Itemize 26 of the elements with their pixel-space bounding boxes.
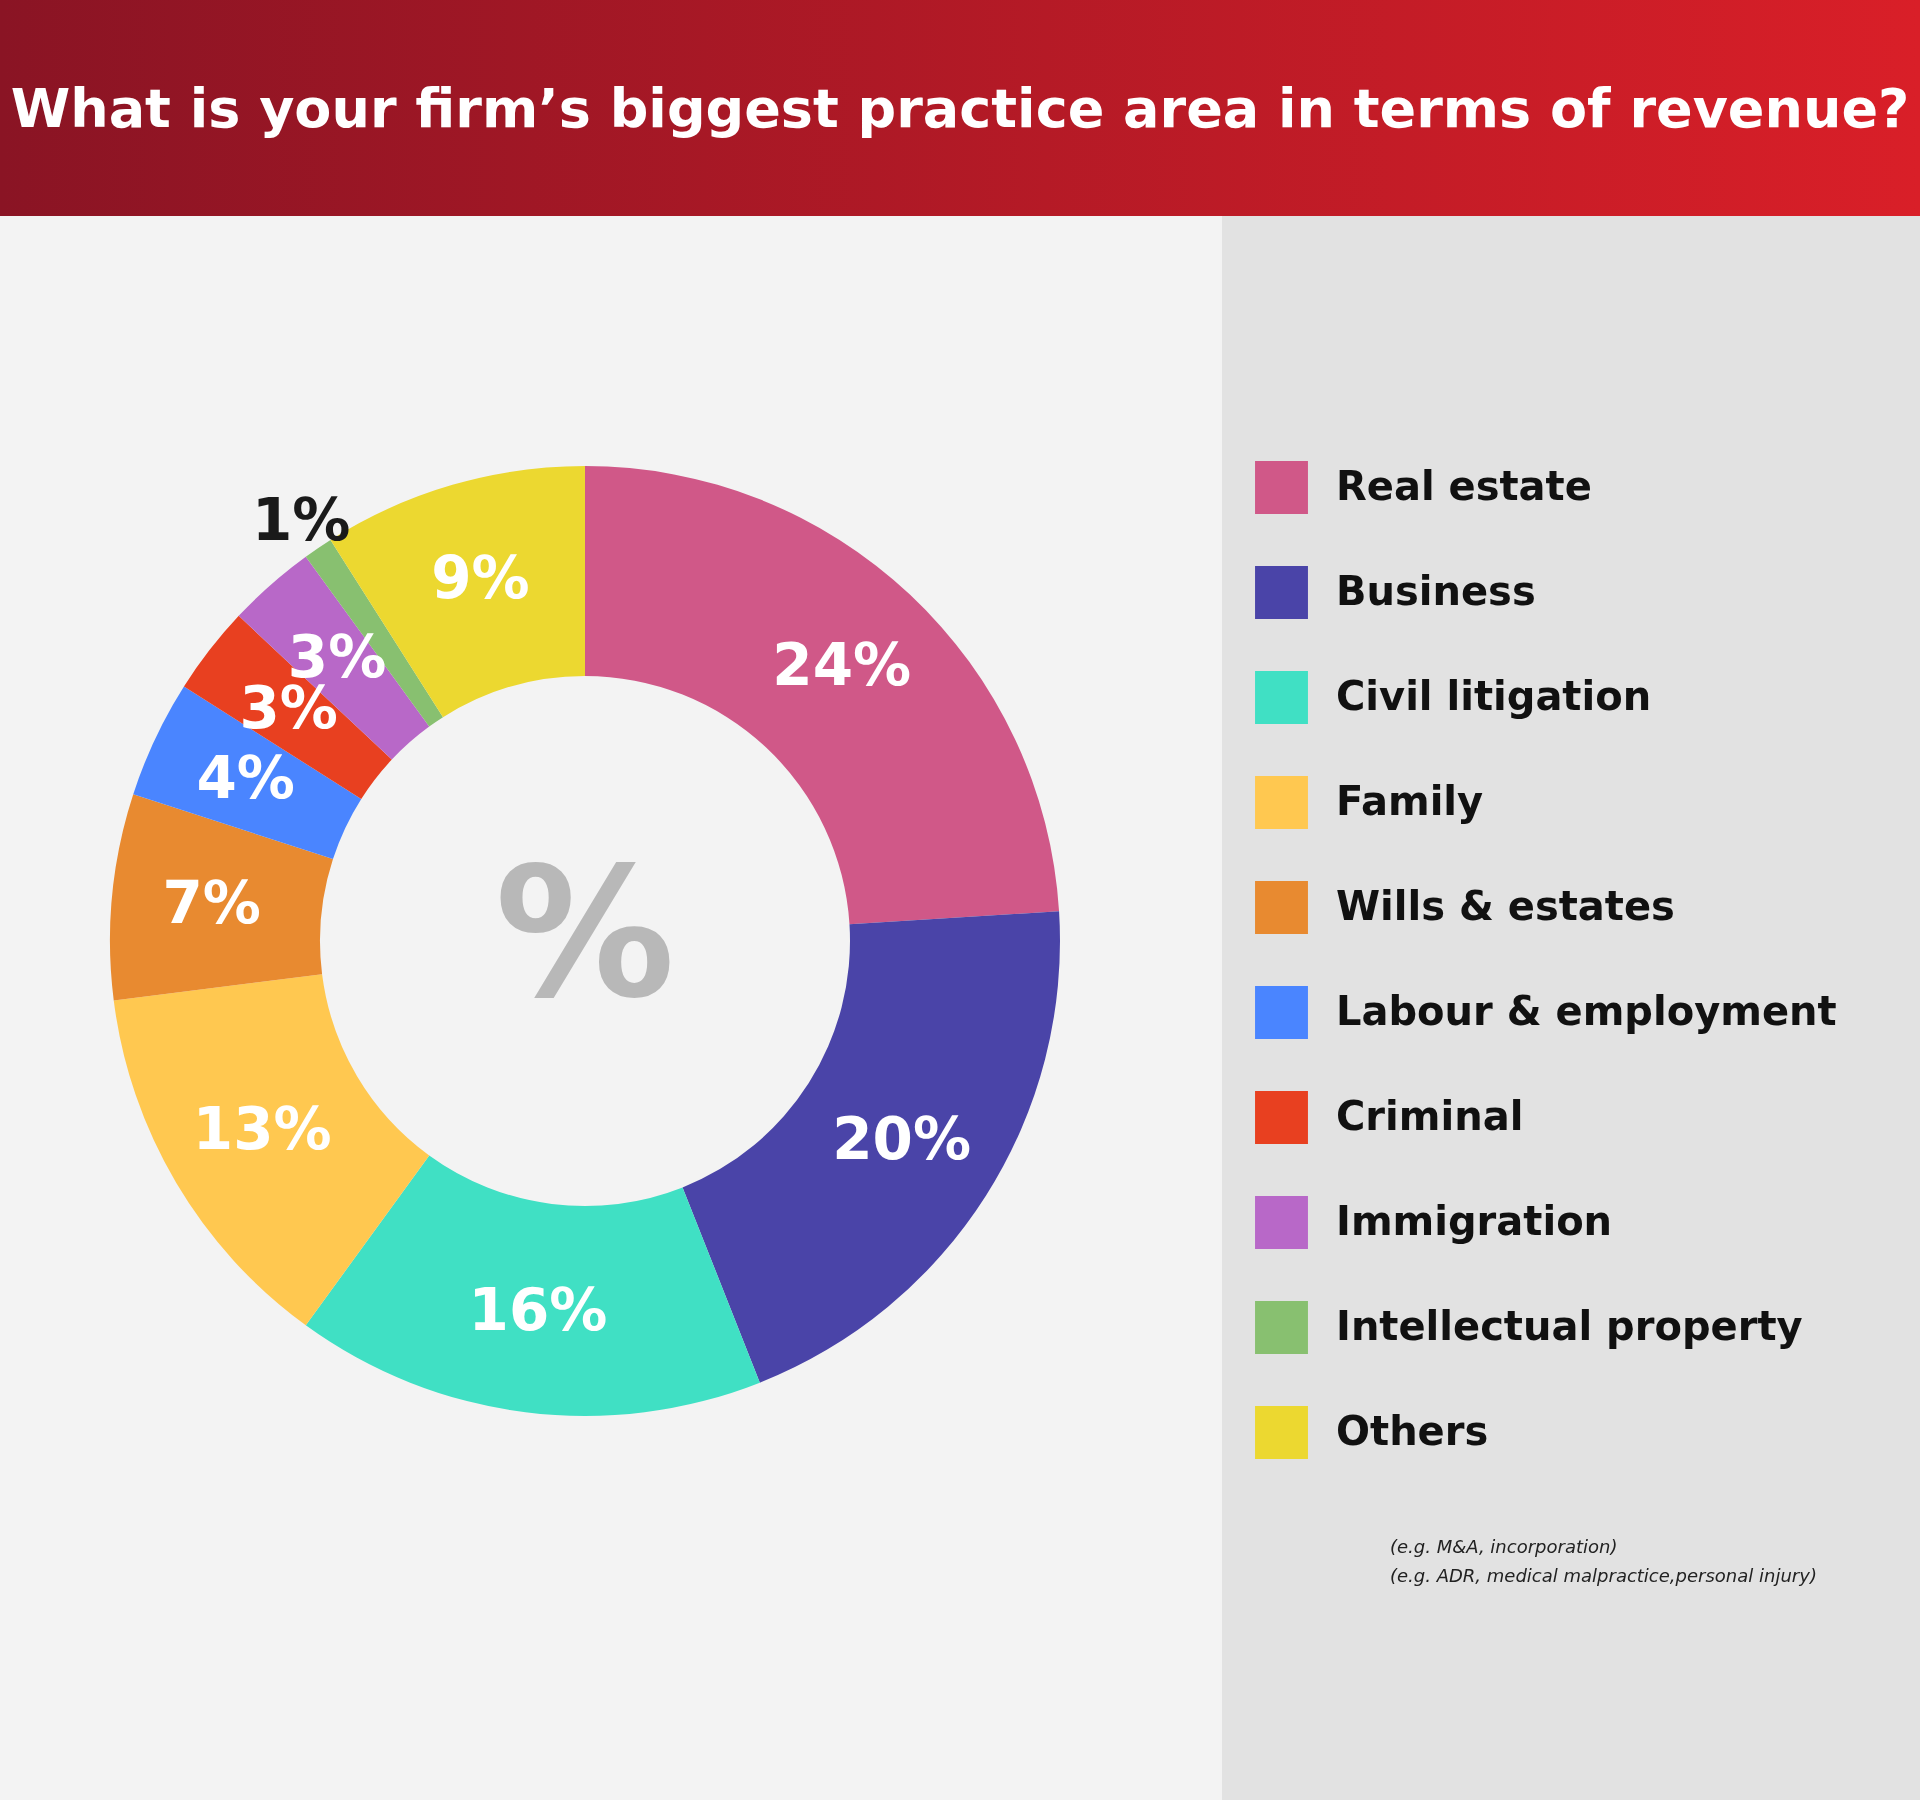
legend-label: Civil litigation (1336, 672, 1652, 719)
chart-title: What is your firm’s biggest practice area in terms of revenue? (0, 0, 1920, 216)
legend-label: Immigration (1336, 1197, 1613, 1244)
text: % (494, 828, 676, 1037)
data-label: 20% (832, 1104, 972, 1173)
donut-slice (682, 911, 1060, 1383)
data-label: 24% (772, 630, 912, 699)
legend-label: Business (1336, 567, 1536, 614)
legend-label: Family (1336, 777, 1484, 824)
data-label: 9% (431, 543, 530, 612)
text: (e.g. M&A, incorporation) (1390, 1536, 1619, 1557)
data-label: 4% (196, 744, 295, 813)
legend-label: Wills & estates (1336, 882, 1675, 929)
data-label: 13% (192, 1094, 332, 1163)
legend-label: Labour & employment (1336, 987, 1837, 1034)
donut-slice (133, 686, 362, 860)
legend-label: Real estate (1336, 462, 1592, 509)
data-label: 7% (162, 868, 261, 937)
data-label: 16% (468, 1276, 608, 1345)
legend-label: Criminal (1336, 1092, 1524, 1139)
text: (e.g. ADR, medical malpractice,personal injury) (1390, 1565, 1817, 1586)
legend-label: Others (1336, 1407, 1489, 1454)
donut-slice (113, 974, 430, 1326)
legend-label: Intellectual property (1336, 1302, 1803, 1349)
data-label: 1% (251, 486, 351, 555)
donut-slice (305, 1155, 760, 1416)
